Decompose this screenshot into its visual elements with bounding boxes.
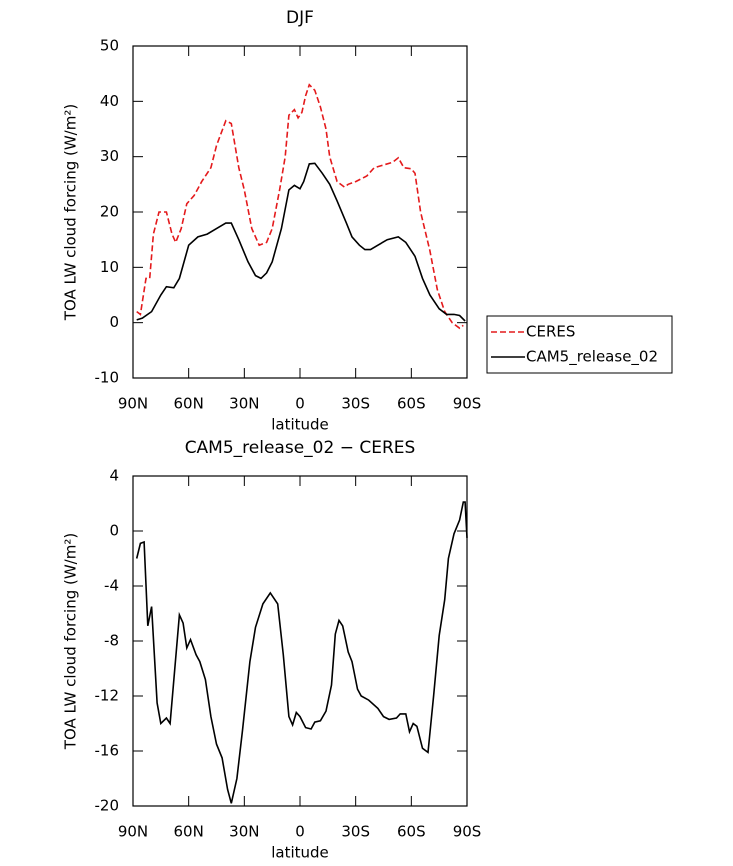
x-tick-label: 60N [174, 395, 204, 413]
x-tick-label: 30S [341, 823, 370, 841]
y-axis-label: TOA LW cloud forcing (W/m²) [62, 533, 80, 750]
y-axis-label: TOA LW cloud forcing (W/m²) [62, 104, 80, 321]
x-tick-label: 30N [229, 823, 259, 841]
x-tick-label: 60S [397, 823, 426, 841]
x-tick-label: 0 [295, 395, 305, 413]
x-tick-label: 90S [453, 823, 482, 841]
y-tick-label: 40 [100, 92, 119, 110]
legend-label: CERES [526, 323, 575, 341]
y-tick-label: -10 [95, 369, 120, 387]
plot-frame [132, 45, 468, 379]
y-tick-label: -12 [95, 687, 120, 705]
chart-title: DJF [286, 8, 314, 28]
y-tick-label: 10 [100, 258, 119, 276]
x-tick-label: 90N [118, 395, 148, 413]
data-line [135, 501, 468, 804]
x-axis-label: latitude [271, 416, 329, 434]
y-tick-label: 20 [100, 203, 119, 221]
x-axis-label: latitude [271, 844, 329, 862]
x-tick-label: 30S [341, 395, 370, 413]
chart-title: CAM5_release_02 − CERES [185, 438, 416, 458]
data-line [136, 162, 466, 322]
y-tick-label: 50 [100, 37, 119, 55]
x-tick-label: 90N [118, 823, 148, 841]
legend-box [486, 315, 673, 374]
y-tick-label: -4 [104, 577, 119, 595]
y-tick-label: 0 [109, 522, 119, 540]
x-tick-label: 60N [174, 823, 204, 841]
y-tick-label: 30 [100, 147, 119, 165]
x-tick-label: 0 [295, 823, 305, 841]
y-tick-label: 4 [109, 467, 119, 485]
x-tick-label: 30N [229, 395, 259, 413]
y-tick-label: 0 [109, 313, 119, 331]
data-line [136, 83, 464, 330]
y-tick-label: -20 [95, 797, 120, 815]
y-tick-label: -16 [95, 742, 120, 760]
plot-frame [132, 475, 468, 807]
y-tick-label: -8 [104, 632, 119, 650]
x-tick-label: 90S [453, 395, 482, 413]
legend-label: CAM5_release_02 [526, 348, 658, 367]
x-tick-label: 60S [397, 395, 426, 413]
